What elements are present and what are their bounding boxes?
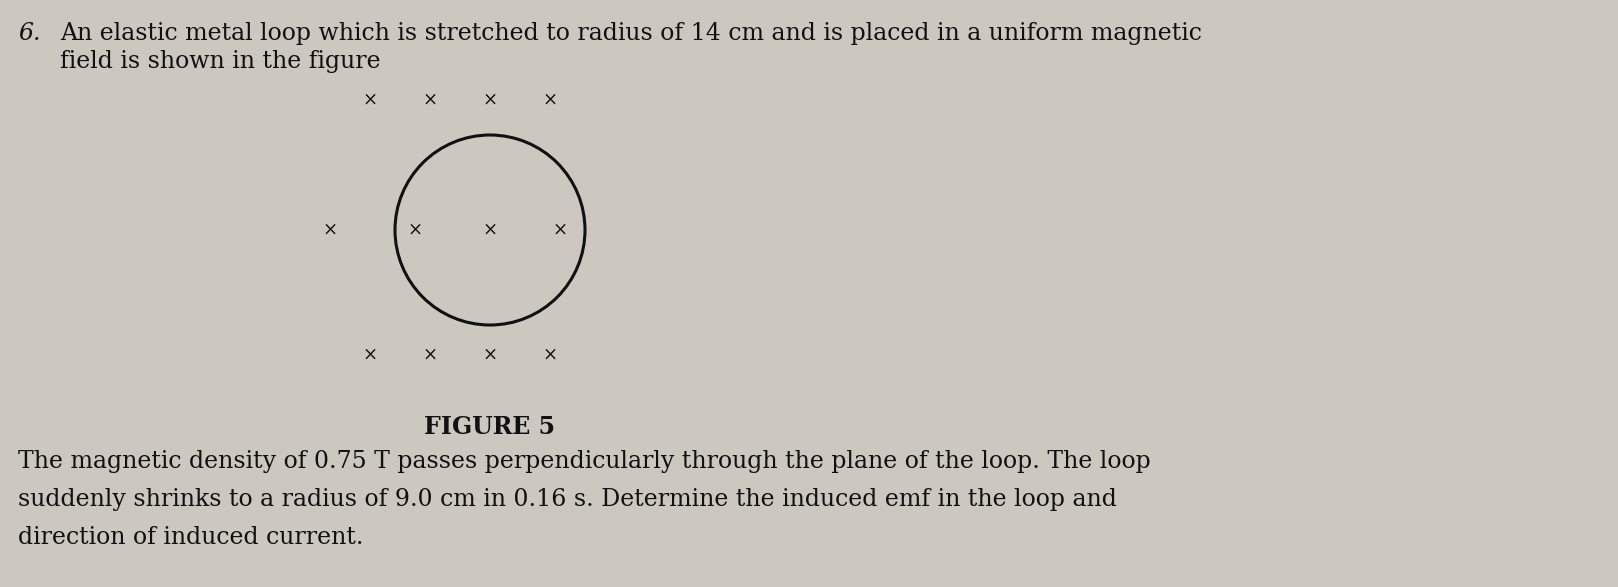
Text: suddenly shrinks to a radius of 9.0 cm in 0.16 s. Determine the induced emf in t: suddenly shrinks to a radius of 9.0 cm i… (18, 488, 1116, 511)
Text: An elastic metal loop which is stretched to radius of 14 cm and is placed in a u: An elastic metal loop which is stretched… (60, 22, 1202, 45)
Text: The magnetic density of 0.75 T passes perpendicularly through the plane of the l: The magnetic density of 0.75 T passes pe… (18, 450, 1150, 473)
Text: field is shown in the figure: field is shown in the figure (60, 50, 380, 73)
Text: ×: × (482, 346, 498, 364)
Text: ×: × (322, 221, 338, 239)
Text: ×: × (542, 346, 558, 364)
Text: ×: × (542, 91, 558, 109)
Text: ×: × (362, 346, 377, 364)
Text: direction of induced current.: direction of induced current. (18, 526, 364, 549)
Text: ×: × (482, 221, 498, 239)
Text: ×: × (552, 221, 568, 239)
Text: ×: × (422, 91, 437, 109)
Text: 6.: 6. (18, 22, 40, 45)
Text: FIGURE 5: FIGURE 5 (424, 415, 555, 439)
Text: ×: × (362, 91, 377, 109)
Text: ×: × (408, 221, 422, 239)
Text: ×: × (422, 346, 437, 364)
Text: ×: × (482, 91, 498, 109)
